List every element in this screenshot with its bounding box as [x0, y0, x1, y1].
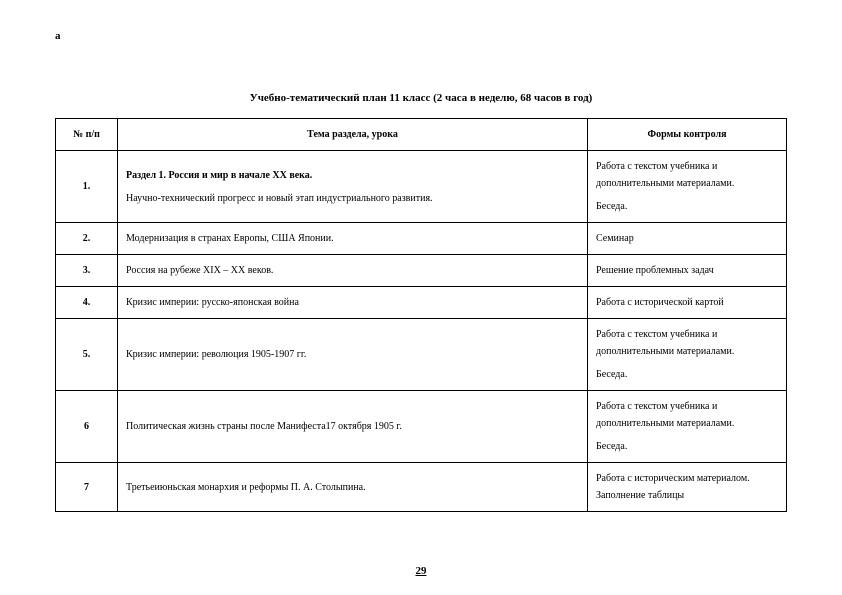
header-number: № п/п: [56, 119, 118, 151]
table-row: 5. Кризис империи: революция 1905-1907 г…: [56, 319, 787, 391]
table-row: 4. Кризис империи: русско-японская война…: [56, 287, 787, 319]
control-text: Работа с текстом учебника и дополнительн…: [596, 158, 778, 192]
cell-number: 7: [56, 463, 118, 512]
topic-text: Научно-технический прогресс и новый этап…: [126, 190, 579, 207]
cell-number: 1.: [56, 151, 118, 223]
control-text: Работа с текстом учебника и дополнительн…: [596, 326, 778, 360]
table-row: 1. Раздел 1. Россия и мир в начале XX ве…: [56, 151, 787, 223]
header-topic: Тема раздела, урока: [118, 119, 588, 151]
header-control: Формы контроля: [588, 119, 787, 151]
control-text: Беседа.: [596, 198, 778, 215]
control-text: Беседа.: [596, 366, 778, 383]
cell-number: 5.: [56, 319, 118, 391]
curriculum-table: № п/п Тема раздела, урока Формы контроля…: [55, 118, 787, 512]
table-row: 3. Россия на рубеже XIX – XX веков. Реше…: [56, 255, 787, 287]
cell-control: Работа с текстом учебника и дополнительн…: [588, 391, 787, 463]
page-number: 29: [0, 565, 842, 577]
table-row: 6 Политическая жизнь страны после Манифе…: [56, 391, 787, 463]
cell-number: 3.: [56, 255, 118, 287]
cell-topic: Модернизация в странах Европы, США Япони…: [118, 223, 588, 255]
cell-topic: Россия на рубеже XIX – XX веков.: [118, 255, 588, 287]
cell-topic: Третьеиюньская монархия и реформы П. А. …: [118, 463, 588, 512]
cell-number: 4.: [56, 287, 118, 319]
cell-topic: Раздел 1. Россия и мир в начале XX века.…: [118, 151, 588, 223]
document-title: Учебно-тематический план 11 класс (2 час…: [55, 92, 787, 104]
cell-topic: Политическая жизнь страны после Манифест…: [118, 391, 588, 463]
cell-topic: Кризис империи: русско-японская война: [118, 287, 588, 319]
table-row: 2. Модернизация в странах Европы, США Яп…: [56, 223, 787, 255]
corner-mark: а: [55, 30, 787, 42]
control-text: Беседа.: [596, 438, 778, 455]
table-row: 7 Третьеиюньская монархия и реформы П. А…: [56, 463, 787, 512]
cell-number: 6: [56, 391, 118, 463]
cell-topic: Кризис империи: революция 1905-1907 гг.: [118, 319, 588, 391]
cell-number: 2.: [56, 223, 118, 255]
section-heading: Раздел 1. Россия и мир в начале XX века.: [126, 167, 579, 184]
cell-control: Работа с текстом учебника и дополнительн…: [588, 151, 787, 223]
cell-control: Работа с текстом учебника и дополнительн…: [588, 319, 787, 391]
page-container: а Учебно-тематический план 11 класс (2 ч…: [0, 0, 842, 512]
control-text: Работа с текстом учебника и дополнительн…: [596, 398, 778, 432]
cell-control: Решение проблемных задач: [588, 255, 787, 287]
cell-control: Работа с исторической картой: [588, 287, 787, 319]
table-header-row: № п/п Тема раздела, урока Формы контроля: [56, 119, 787, 151]
cell-control: Работа с историческим материалом. Заполн…: [588, 463, 787, 512]
cell-control: Семинар: [588, 223, 787, 255]
